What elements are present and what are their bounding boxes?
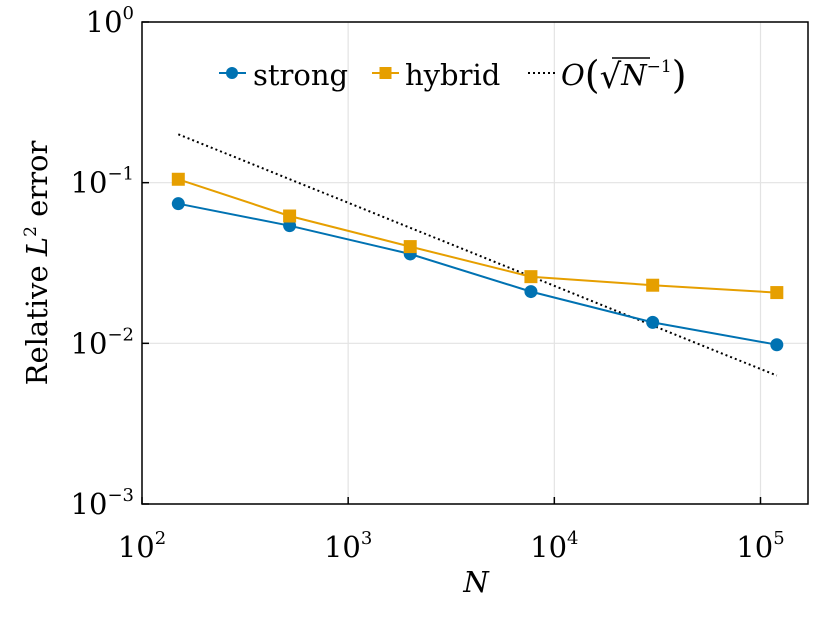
legend-strong-marker bbox=[226, 67, 238, 79]
series-hybrid bbox=[171, 172, 784, 300]
data-point-hybrid-3 bbox=[524, 270, 538, 284]
y-tick-label-0: 100 bbox=[86, 3, 134, 39]
series-strong bbox=[171, 197, 784, 352]
data-point-strong-5 bbox=[770, 338, 784, 352]
x-tick-label-1: 103 bbox=[324, 528, 372, 564]
y-axis-label: Relative L2 error bbox=[20, 140, 54, 385]
reference-line bbox=[177, 133, 778, 377]
legend-strong-label: strong bbox=[253, 58, 348, 92]
reference-line-layer bbox=[177, 133, 778, 377]
legend-item-strong: strong bbox=[219, 58, 348, 92]
x-axis-ticks: 102 103 104 105 bbox=[118, 497, 785, 564]
series-line-strong bbox=[178, 202, 777, 346]
series-line-hybrid bbox=[177, 178, 777, 294]
data-point-strong-3 bbox=[524, 285, 538, 299]
series-layer bbox=[171, 172, 784, 352]
data-point-hybrid-1 bbox=[283, 209, 297, 223]
data-point-strong-4 bbox=[646, 315, 660, 329]
x-tick-label-3: 105 bbox=[736, 528, 784, 564]
y-tick-label-3: 10−3 bbox=[71, 485, 134, 521]
legend-item-hybrid: hybrid bbox=[372, 58, 500, 92]
legend-hybrid-marker bbox=[379, 67, 392, 79]
y-axis-ticks: 100 10−1 10−2 10−3 bbox=[71, 3, 149, 521]
y-tick-label-1: 10−1 bbox=[71, 164, 134, 200]
legend-item-reference: O(√N−1) bbox=[528, 53, 687, 97]
data-point-hybrid-2 bbox=[403, 240, 417, 254]
x-axis-label: N bbox=[462, 565, 490, 599]
legend-hybrid-label: hybrid bbox=[405, 58, 500, 92]
x-tick-label-2: 104 bbox=[530, 528, 578, 564]
data-point-hybrid-5 bbox=[770, 286, 784, 300]
data-point-strong-0 bbox=[171, 197, 185, 211]
x-tick-label-0: 102 bbox=[118, 528, 166, 564]
y-tick-label-2: 10−2 bbox=[71, 324, 134, 360]
data-point-hybrid-0 bbox=[171, 172, 185, 186]
data-point-hybrid-4 bbox=[646, 278, 660, 292]
legend: strong hybrid O(√N−1) bbox=[219, 53, 687, 97]
plot-frame bbox=[141, 21, 809, 505]
legend-reference-label: O(√N−1) bbox=[561, 53, 687, 97]
